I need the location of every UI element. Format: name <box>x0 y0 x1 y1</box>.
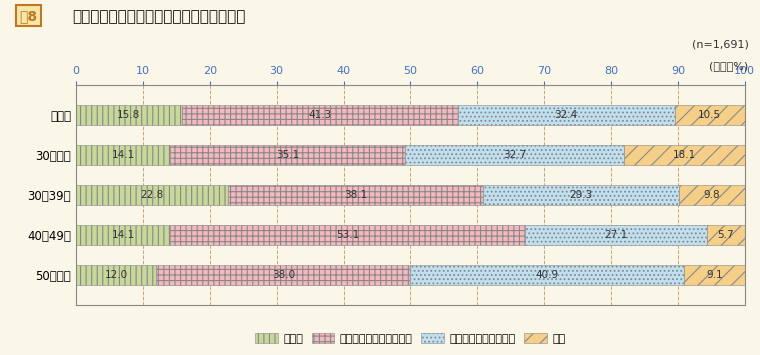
Text: 14.1: 14.1 <box>112 150 135 160</box>
Text: 29.3: 29.3 <box>570 190 593 200</box>
Text: 10.5: 10.5 <box>698 110 721 120</box>
Text: 22.8: 22.8 <box>141 190 164 200</box>
Text: 仕事の量が多く過剰な負担となっているか: 仕事の量が多く過剰な負担となっているか <box>72 9 245 24</box>
Text: 53.1: 53.1 <box>336 230 359 240</box>
Text: 41.3: 41.3 <box>308 110 331 120</box>
Bar <box>76 225 170 245</box>
Bar <box>182 105 458 125</box>
Bar <box>170 225 525 245</box>
Text: 35.1: 35.1 <box>276 150 299 160</box>
Text: 27.1: 27.1 <box>604 230 628 240</box>
Text: 9.1: 9.1 <box>706 270 723 280</box>
Text: (単位：%): (単位：%) <box>709 61 749 71</box>
Bar <box>76 105 182 125</box>
Bar <box>525 225 707 245</box>
Bar <box>76 145 170 165</box>
Text: 40.9: 40.9 <box>536 270 559 280</box>
Text: 38.1: 38.1 <box>344 190 368 200</box>
Text: 32.4: 32.4 <box>555 110 578 120</box>
Bar <box>157 265 410 285</box>
Bar <box>458 105 675 125</box>
Text: 32.7: 32.7 <box>503 150 526 160</box>
Text: 9.8: 9.8 <box>704 190 720 200</box>
Bar <box>679 185 745 205</box>
Bar <box>76 185 229 205</box>
Text: (n=1,691): (n=1,691) <box>692 40 749 50</box>
Text: 15.8: 15.8 <box>117 110 141 120</box>
Text: 38.0: 38.0 <box>272 270 295 280</box>
Text: 14.1: 14.1 <box>112 230 135 240</box>
Bar <box>675 105 745 125</box>
Text: 5.7: 5.7 <box>717 230 734 240</box>
Bar <box>405 145 624 165</box>
Bar <box>410 265 684 285</box>
Legend: そうだ, どちらかといえばそうだ, どちらかといえば違う, 違う: そうだ, どちらかといえばそうだ, どちらかといえば違う, 違う <box>251 328 570 348</box>
Bar <box>76 265 157 285</box>
Bar <box>707 225 745 245</box>
Bar <box>170 145 405 165</box>
Text: 18.1: 18.1 <box>673 150 696 160</box>
Text: 囸8: 囸8 <box>19 9 37 23</box>
Bar <box>684 265 745 285</box>
Bar <box>229 185 483 205</box>
Text: 12.0: 12.0 <box>105 270 128 280</box>
Bar <box>624 145 745 165</box>
Bar <box>483 185 679 205</box>
